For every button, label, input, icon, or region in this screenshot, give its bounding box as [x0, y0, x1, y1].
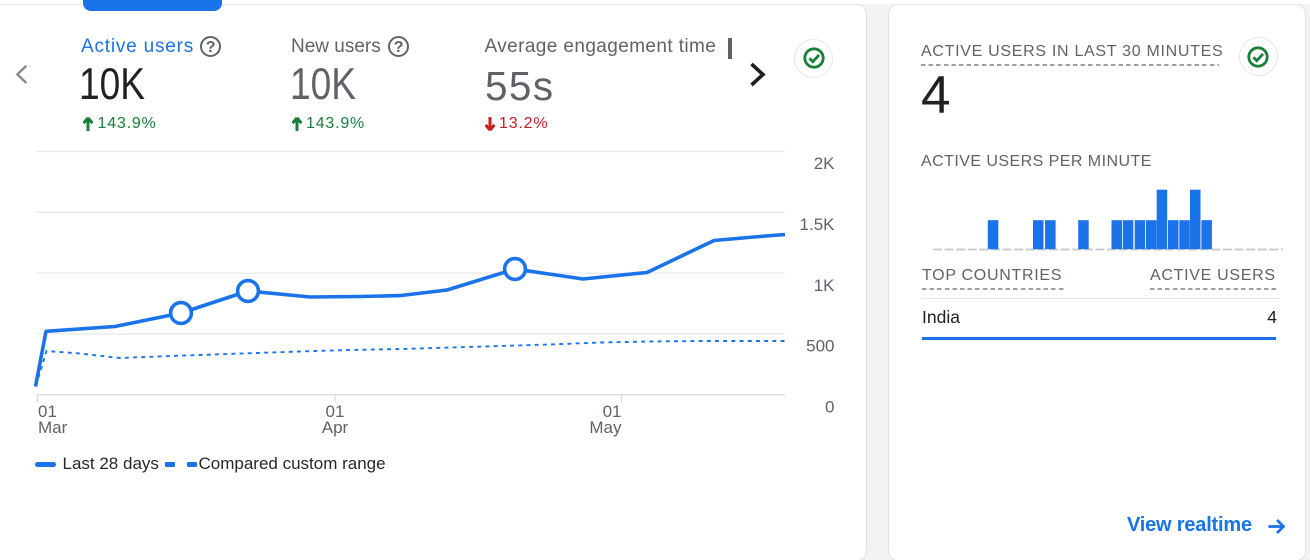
svg-text:1K: 1K: [814, 276, 835, 295]
svg-text:?: ?: [206, 39, 216, 56]
svg-text:0: 0: [825, 397, 834, 416]
svg-text:1.5K: 1.5K: [800, 215, 836, 234]
svg-text:?: ?: [393, 39, 403, 56]
svg-text:2K: 2K: [814, 154, 835, 173]
svg-text:500: 500: [806, 337, 834, 356]
